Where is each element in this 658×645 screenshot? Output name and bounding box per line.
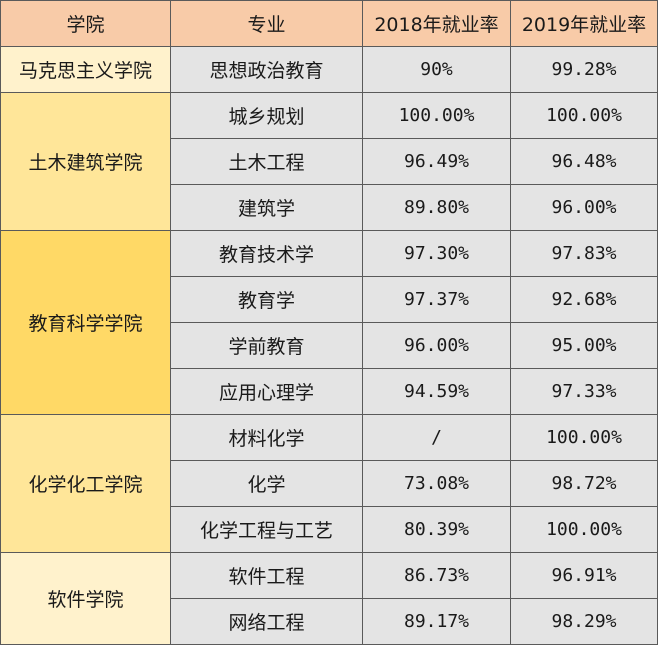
table-row: 化学工程与工艺 80.39% 100.00% — [1, 506, 658, 553]
major-cell: 软件工程 — [170, 552, 363, 599]
major-cell: 城乡规划 — [170, 92, 363, 139]
rate-2018-cell: 73.08% — [362, 460, 511, 507]
table-row: 化学 73.08% 98.72% — [1, 460, 658, 507]
rate-2018-cell: 86.73% — [362, 552, 511, 599]
header-major: 专业 — [170, 0, 363, 47]
rate-2019-cell: 100.00% — [510, 92, 658, 139]
table-row: 土木工程 96.49% 96.48% — [1, 138, 658, 185]
major-cell: 土木工程 — [170, 138, 363, 185]
college-cell: 化学化工学院 — [0, 414, 171, 553]
rate-2019-cell: 92.68% — [510, 276, 658, 323]
major-cell: 化学工程与工艺 — [170, 506, 363, 553]
rate-2018-cell: / — [362, 414, 511, 461]
table-row: 化学化工学院 材料化学/100.00% — [0, 414, 658, 553]
rate-2019-cell: 98.72% — [510, 460, 658, 507]
rate-2018-cell: 100.00% — [362, 92, 511, 139]
major-cell: 学前教育 — [170, 322, 363, 369]
major-cell: 建筑学 — [170, 184, 363, 231]
major-cell: 网络工程 — [170, 598, 363, 645]
rate-2018-cell: 94.59% — [362, 368, 511, 415]
rate-2018-cell: 90% — [362, 46, 511, 93]
rate-2019-cell: 99.28% — [510, 46, 658, 93]
rate-2019-cell: 98.29% — [510, 598, 658, 645]
table-body: 马克思主义学院 思想政治教育 90% 99.28% 土木建筑学院 城乡规划 100.00% 1… — [0, 46, 658, 645]
major-cell: 应用心理学 — [170, 368, 363, 415]
table-row: 建筑学 89.80% 96.00% — [1, 184, 658, 231]
rate-2019-cell: 100.00% — [510, 506, 658, 553]
table-row: 马克思主义学院 思想政治教育 90% 99.28% — [0, 46, 658, 93]
rate-2018-cell: 96.49% — [362, 138, 511, 185]
table-row: 学前教育 96.00% 95.00% — [1, 322, 658, 369]
college-cell: 软件学院 — [0, 552, 171, 645]
table-row: 网络工程 89.17% 98.29% — [1, 598, 658, 645]
rate-2018-cell: 80.39% — [362, 506, 511, 553]
rate-2019-cell: 97.83% — [510, 230, 658, 277]
major-cell: 材料化学 — [170, 414, 363, 461]
table-row: 应用心理学 94.59% 97.33% — [1, 368, 658, 415]
table-row: 教育学 97.37% 92.68% — [1, 276, 658, 323]
rate-2019-cell: 100.00% — [510, 414, 658, 461]
table-header: 学院 专业 2018年就业率 2019年就业率 — [0, 0, 658, 47]
table-row: 教育科学学院 教育技术学 97.30% 97.83% — [0, 230, 658, 415]
header-college: 学院 — [0, 0, 171, 47]
rate-2019-cell: 97.33% — [510, 368, 658, 415]
rate-2018-cell: 97.37% — [362, 276, 511, 323]
college-cell: 教育科学学院 — [0, 230, 171, 415]
table-row: 软件学院 软件工程 86.73% 96.91% — [0, 552, 658, 645]
rate-2019-cell: 96.00% — [510, 184, 658, 231]
rate-2019-cell: 96.91% — [510, 552, 658, 599]
rate-2019-cell: 95.00% — [510, 322, 658, 369]
table-row: 土木建筑学院 城乡规划 100.00% 100.00% — [0, 92, 658, 231]
major-cell: 化学 — [170, 460, 363, 507]
header-rate-2018: 2018年就业率 — [362, 0, 511, 47]
header-rate-2019: 2019年就业率 — [510, 0, 658, 47]
major-cell: 教育技术学 — [170, 230, 363, 277]
rate-2018-cell: 89.80% — [362, 184, 511, 231]
rate-2019-cell: 96.48% — [510, 138, 658, 185]
college-cell: 土木建筑学院 — [0, 92, 171, 231]
college-cell: 马克思主义学院 — [0, 46, 171, 93]
rate-2018-cell: 96.00% — [362, 322, 511, 369]
rate-2018-cell: 97.30% — [362, 230, 511, 277]
major-cell: 思想政治教育 — [170, 46, 363, 93]
rate-2018-cell: 89.17% — [362, 598, 511, 645]
major-cell: 教育学 — [170, 276, 363, 323]
